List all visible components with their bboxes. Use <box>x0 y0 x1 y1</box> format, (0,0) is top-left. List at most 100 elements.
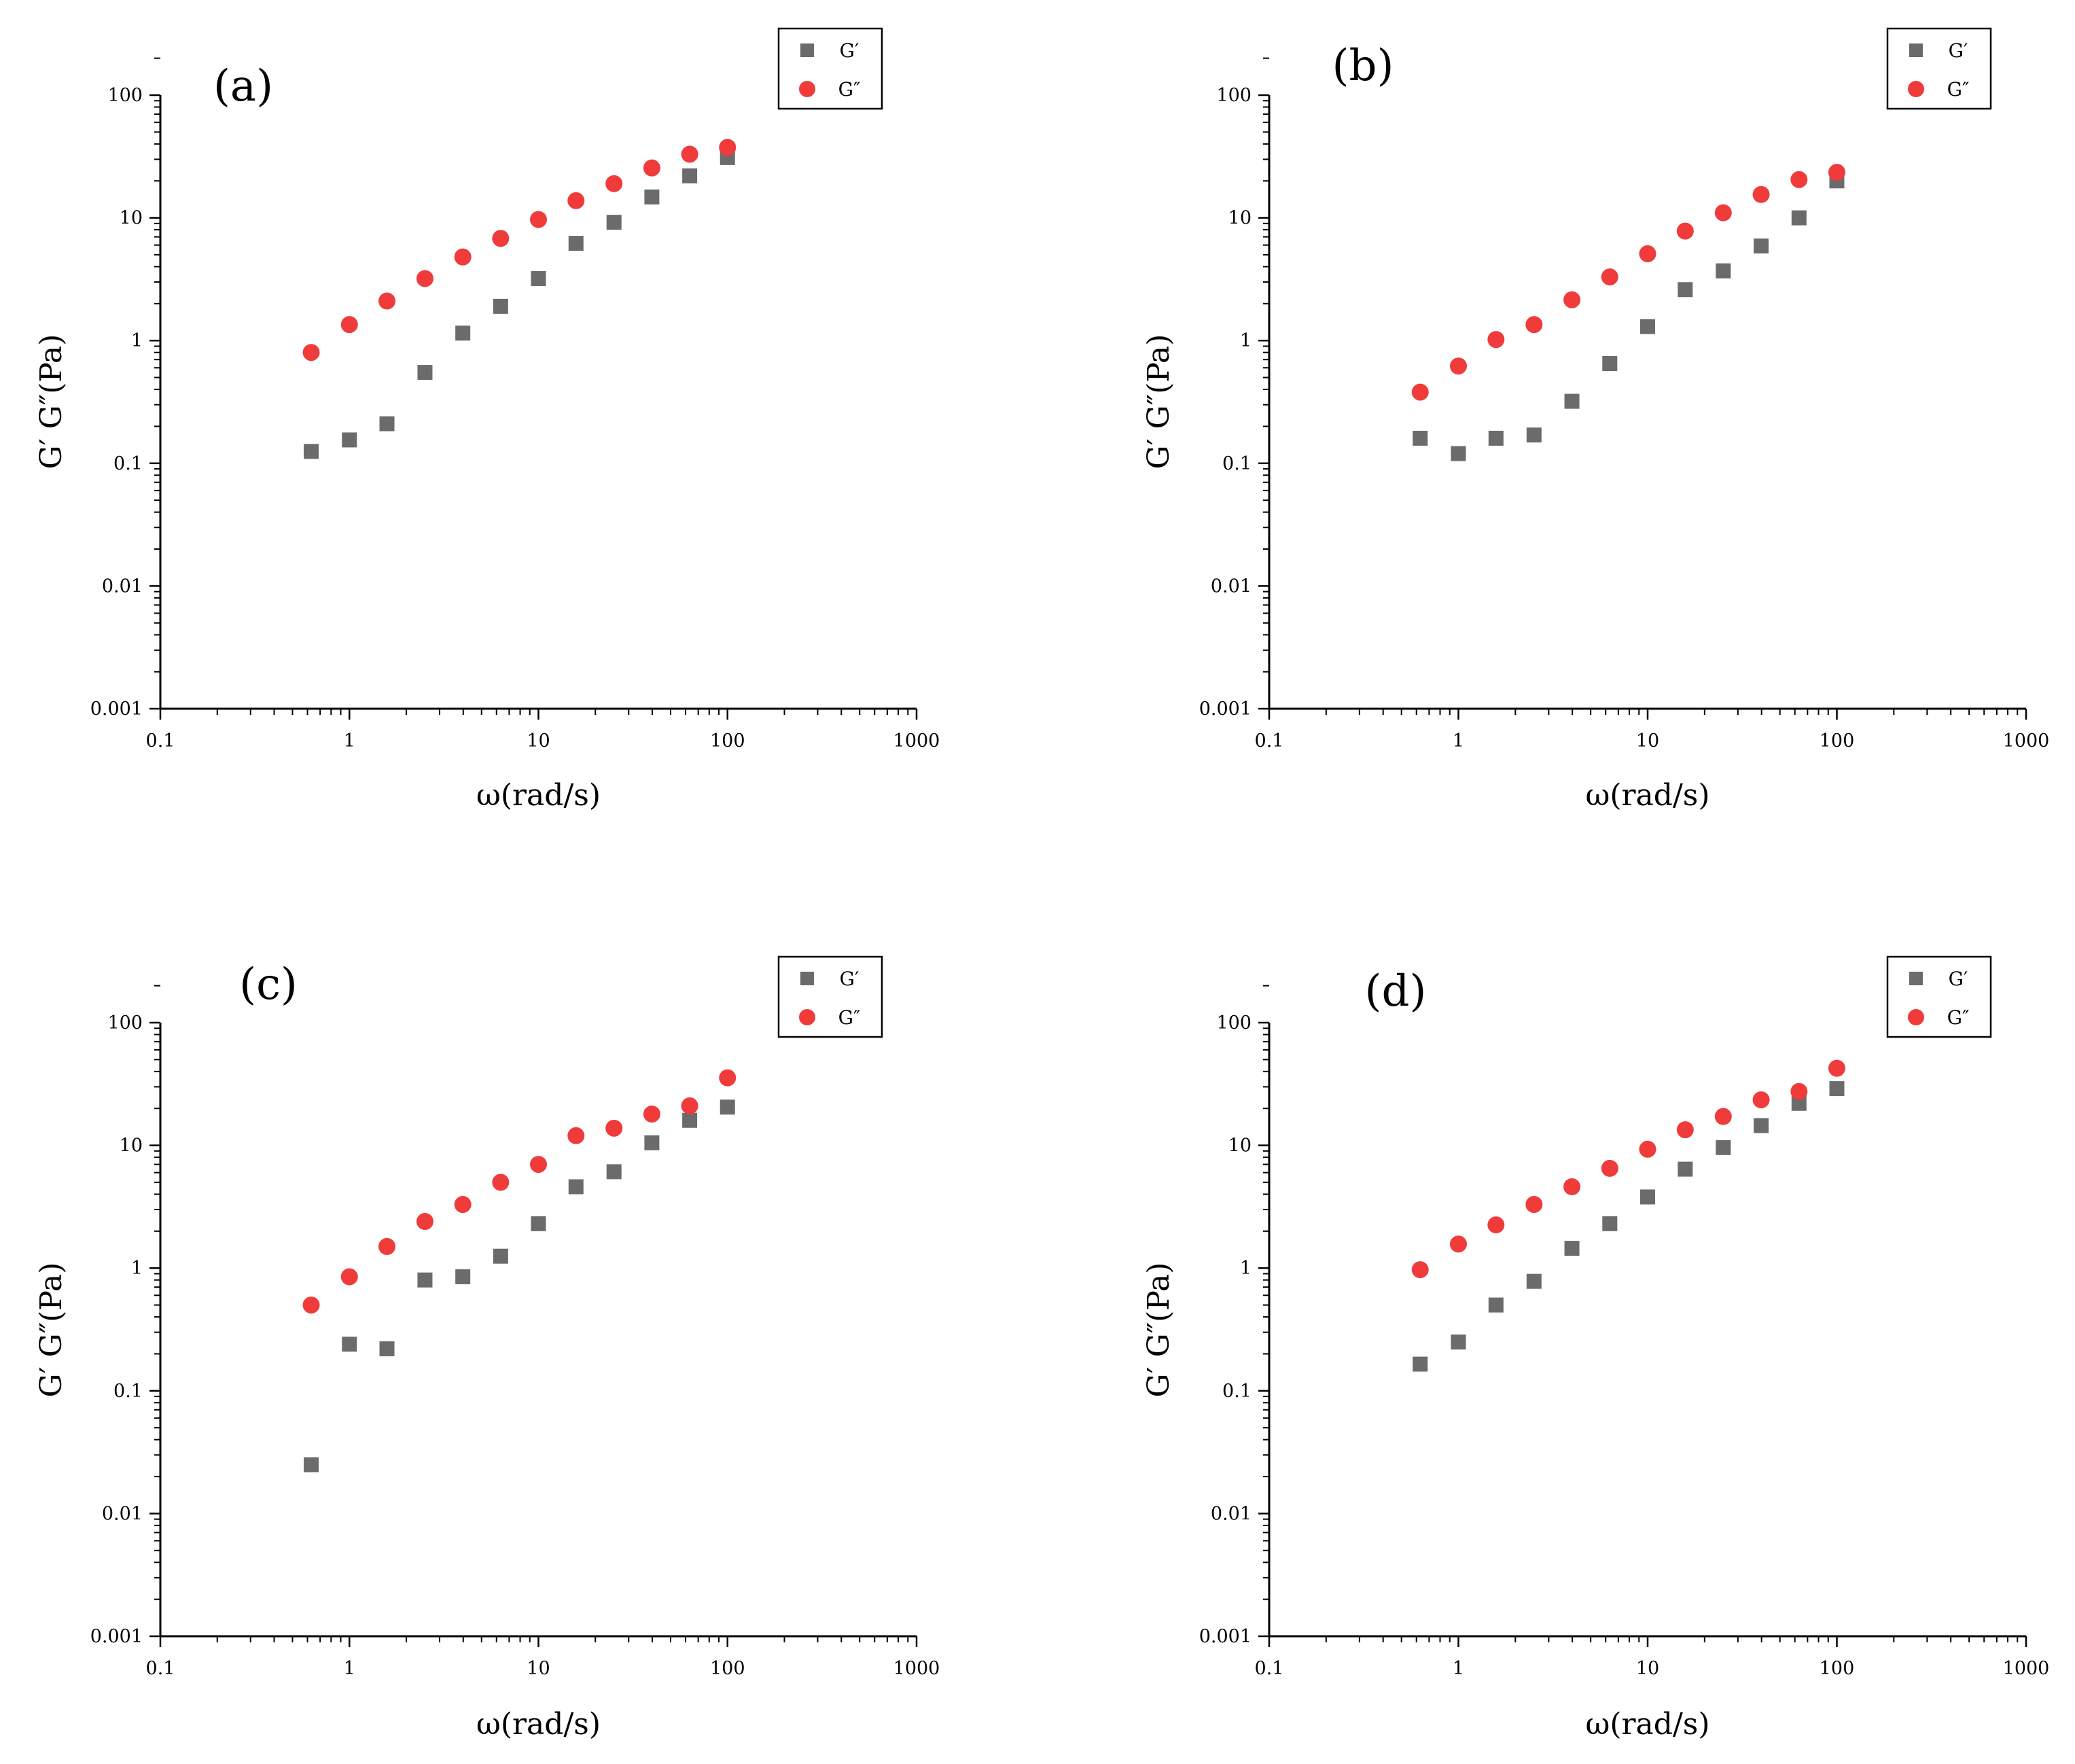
series-g-double-prime <box>302 1069 737 1314</box>
legend: G′ G″ <box>777 27 883 110</box>
y-tick-label: 0.001 <box>1199 699 1252 720</box>
data-point-circle <box>1525 1196 1543 1214</box>
data-point-circle <box>378 292 396 310</box>
legend-label-g-double-prime: G″ <box>1947 78 1970 101</box>
data-point-square <box>417 1272 433 1288</box>
series-g-double-prime <box>1411 1059 1845 1279</box>
data-point-square <box>644 189 660 205</box>
data-point-circle <box>492 1174 510 1191</box>
legend-label-g-prime: G′ <box>840 39 859 62</box>
x-axis-title: ω(rad/s) <box>476 1707 601 1742</box>
y-tick-label: 100 <box>1216 85 1252 106</box>
y-tick-label: 0.01 <box>102 576 143 597</box>
data-point-square <box>455 325 471 341</box>
panel-label: (d) <box>1365 966 1427 1017</box>
data-point-circle <box>302 1296 320 1314</box>
data-point-circle <box>1411 1261 1429 1279</box>
legend-square-marker <box>800 43 814 57</box>
y-tick-label: 100 <box>1216 1012 1252 1034</box>
y-axis-title: G′ G″(Pa) <box>1141 1263 1176 1398</box>
x-tick-label: 1 <box>344 730 355 752</box>
series-g-prime <box>1413 173 1845 461</box>
legend-label-g-double-prime: G″ <box>838 78 861 101</box>
data-point-square <box>493 298 508 314</box>
y-tick-label: 0.01 <box>1211 576 1252 597</box>
x-tick-label: 1000 <box>2003 730 2050 752</box>
data-point-circle <box>530 1156 547 1174</box>
data-point-circle <box>1563 1178 1581 1196</box>
x-tick-label: 10 <box>1636 730 1659 752</box>
data-point-circle <box>567 192 585 209</box>
legend-box <box>777 955 883 1038</box>
data-point-circle <box>1790 171 1808 188</box>
legend-label-g-prime: G′ <box>840 968 859 990</box>
y-tick-label: 0.1 <box>1222 453 1252 474</box>
data-point-circle <box>454 1196 472 1214</box>
legend-box <box>777 27 883 110</box>
data-point-square <box>1791 210 1807 226</box>
legend-label-g-prime: G′ <box>1949 968 1968 990</box>
data-point-circle <box>1714 1108 1732 1125</box>
y-tick-label: 0.001 <box>90 699 143 720</box>
data-point-circle <box>719 139 737 156</box>
x-tick-label: 100 <box>710 730 745 752</box>
legend-square-marker <box>1909 43 1923 57</box>
legend-square-marker <box>1909 972 1923 985</box>
data-point-circle <box>1639 245 1656 262</box>
data-point-circle <box>454 248 472 266</box>
data-point-square <box>1829 1081 1845 1097</box>
data-point-square <box>1640 1189 1655 1205</box>
data-point-circle <box>416 270 433 287</box>
x-tick-label: 100 <box>710 1658 745 1679</box>
x-tick-label: 100 <box>1820 730 1855 752</box>
data-point-square <box>455 1269 471 1284</box>
data-point-square <box>379 1341 395 1356</box>
data-point-circle <box>416 1213 433 1231</box>
y-axis-title: G′ G″(Pa) <box>34 1263 69 1398</box>
data-point-square <box>531 1216 546 1231</box>
chart-panel-b: 0.1 1 10 100 1000 0.001 0.01 0.1 1 10 100 ω(rad/s) G… <box>1141 27 2050 813</box>
x-tick-label: 0.1 <box>146 1658 175 1679</box>
y-tick-label: 0.01 <box>102 1503 143 1524</box>
data-point-square <box>1488 430 1504 446</box>
x-axis-title: ω(rad/s) <box>1585 778 1709 813</box>
data-point-square <box>1413 430 1428 446</box>
data-point-circle <box>1752 186 1770 203</box>
data-point-square <box>720 1099 735 1115</box>
data-point-square <box>1564 393 1580 409</box>
y-tick-label: 1 <box>1240 330 1252 351</box>
data-point-square <box>606 1164 622 1180</box>
data-point-square <box>1678 1161 1693 1177</box>
x-tick-label: 10 <box>527 730 550 752</box>
x-tick-label: 10 <box>527 1658 550 1679</box>
data-point-square <box>1678 282 1693 298</box>
data-point-square <box>682 1112 698 1128</box>
y-tick-label: 1 <box>1240 1258 1252 1279</box>
data-point-square <box>1488 1297 1504 1313</box>
chart-panel-c: 0.1 1 10 100 1000 0.001 0.01 0.1 1 10 100 ω(rad/s) G… <box>34 955 940 1742</box>
panel-label: (c) <box>239 959 298 1010</box>
y-tick-label: 10 <box>1228 1135 1252 1157</box>
data-point-square <box>304 1457 319 1472</box>
legend: G′ G″ <box>777 955 883 1038</box>
data-point-square <box>1451 446 1466 461</box>
panel-label: (a) <box>213 61 273 111</box>
data-point-circle <box>1676 222 1694 240</box>
data-point-circle <box>1487 331 1505 349</box>
x-tick-label: 0.1 <box>146 730 175 752</box>
data-point-square <box>1451 1334 1466 1350</box>
x-tick-label: 0.1 <box>1255 1658 1284 1679</box>
data-point-square <box>304 444 319 459</box>
data-point-square <box>568 236 584 251</box>
y-tick-label: 0.1 <box>113 453 143 474</box>
series-g-double-prime <box>302 139 737 361</box>
legend-circle-marker <box>1908 81 1924 97</box>
legend: G′ G″ <box>1886 955 1992 1038</box>
data-point-circle <box>719 1069 737 1087</box>
x-tick-label: 100 <box>1820 1658 1855 1679</box>
legend-circle-marker <box>799 81 815 97</box>
data-point-circle <box>1450 1235 1467 1253</box>
legend-circle-marker <box>1908 1009 1924 1025</box>
data-point-circle <box>378 1237 396 1255</box>
